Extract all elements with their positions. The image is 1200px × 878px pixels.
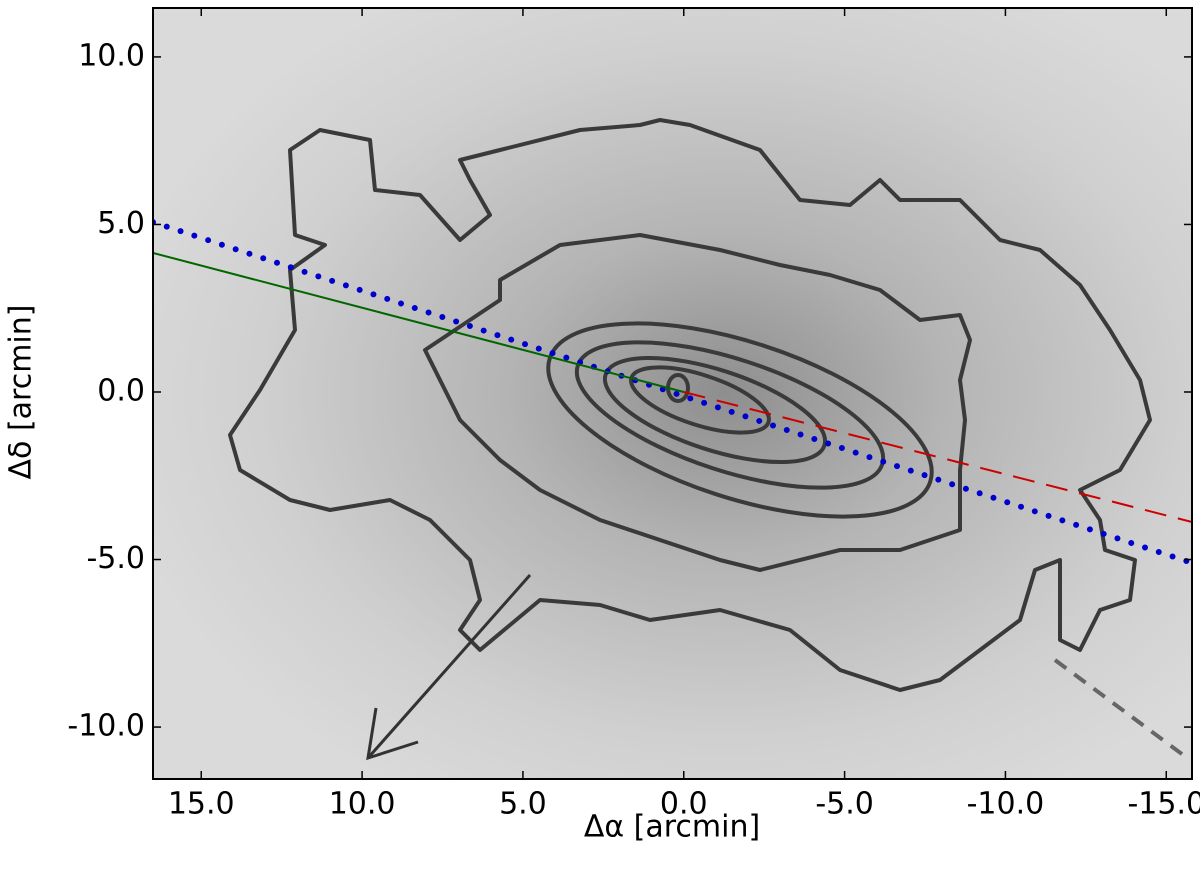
x-tick-label: -15.0 [1127, 787, 1200, 822]
dashed-feature [1053, 658, 1192, 762]
y-tick-label: 0.0 [97, 373, 145, 408]
plot-frame [152, 7, 1193, 780]
series-line [683, 391, 1192, 523]
contour [546, 321, 934, 519]
series-line [153, 251, 685, 393]
x-tick-label: -10.0 [967, 787, 1045, 822]
plot-area [153, 219, 1192, 566]
x-tick-label: 5.0 [499, 787, 547, 822]
y-axis-label: Δδ [arcmin] [4, 305, 39, 480]
arrow [366, 574, 532, 761]
contour [228, 118, 1152, 692]
x-axis-label: Δα [arcmin] [584, 810, 760, 845]
y-tick-label: 5.0 [97, 206, 145, 241]
arrow-shaft [366, 574, 532, 759]
x-tick-label: 15.0 [168, 787, 235, 822]
image-background [153, 8, 1192, 779]
series-line [153, 219, 1192, 566]
contour [602, 355, 828, 465]
contours [228, 118, 1192, 762]
y-tick-label: -10.0 [67, 709, 145, 744]
x-tick-label: 0.0 [660, 787, 708, 822]
contour [574, 340, 886, 490]
y-tick-label: -5.0 [86, 541, 145, 576]
arrow-head [366, 707, 419, 761]
x-tick-label: 10.0 [329, 787, 396, 822]
x-tick-label: -5.0 [815, 787, 874, 822]
y-tick-label: 10.0 [78, 38, 145, 73]
contour [423, 233, 972, 572]
